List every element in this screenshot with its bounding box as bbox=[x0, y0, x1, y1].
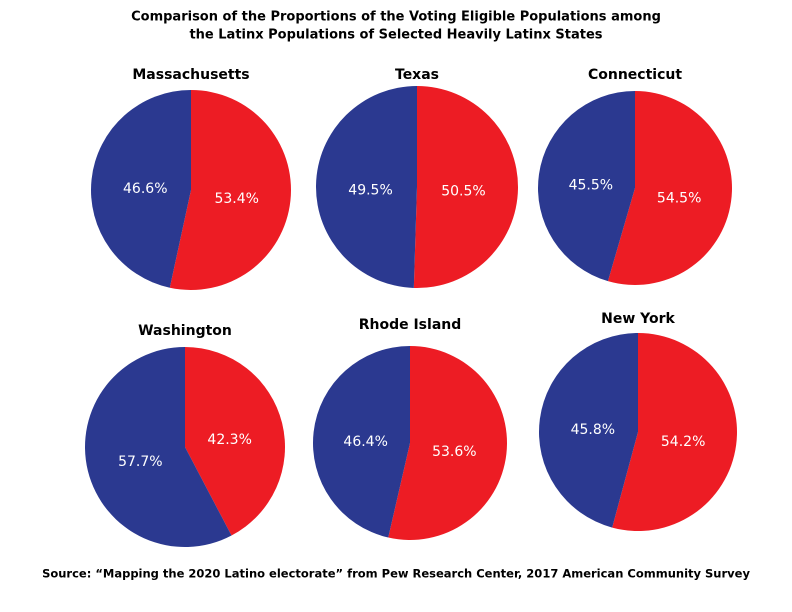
pie-slice bbox=[91, 90, 191, 288]
pie-title: Washington bbox=[138, 323, 232, 339]
pie-title: Massachusetts bbox=[132, 67, 249, 83]
value-label: 45.8% bbox=[571, 422, 615, 438]
pie-title: New York bbox=[601, 311, 675, 327]
pie-slice bbox=[538, 91, 635, 282]
value-label: 54.5% bbox=[657, 190, 701, 206]
pie-title: Connecticut bbox=[588, 67, 682, 83]
pie-title: Texas bbox=[395, 67, 439, 83]
pie-slice bbox=[607, 91, 732, 285]
chart-title: Comparison of the Proportions of the Vot… bbox=[131, 10, 661, 25]
value-label: 54.2% bbox=[661, 434, 705, 450]
value-label: 53.4% bbox=[214, 191, 258, 207]
pie-slice bbox=[539, 333, 638, 528]
value-label: 45.5% bbox=[569, 178, 613, 194]
value-label: 49.5% bbox=[348, 182, 392, 198]
pie-slice bbox=[169, 90, 291, 290]
pie-slice bbox=[84, 347, 232, 547]
value-label: 42.3% bbox=[207, 432, 251, 448]
pie-slice bbox=[312, 346, 410, 538]
value-label: 57.7% bbox=[118, 454, 162, 470]
value-label: 50.5% bbox=[441, 184, 485, 200]
pie-slice bbox=[315, 86, 417, 288]
pie-title: Rhode Island bbox=[359, 317, 462, 333]
value-label: 53.6% bbox=[432, 444, 476, 460]
source-note: Source: “Mapping the 2020 Latino elector… bbox=[42, 567, 750, 581]
chart-subtitle: the Latinx Populations of Selected Heavi… bbox=[189, 28, 602, 43]
value-label: 46.6% bbox=[123, 181, 167, 197]
pie-slice bbox=[612, 333, 738, 531]
pie-slice bbox=[413, 86, 518, 288]
value-label: 46.4% bbox=[343, 434, 387, 450]
pie-slice bbox=[388, 346, 507, 540]
pie-slice bbox=[185, 347, 285, 536]
